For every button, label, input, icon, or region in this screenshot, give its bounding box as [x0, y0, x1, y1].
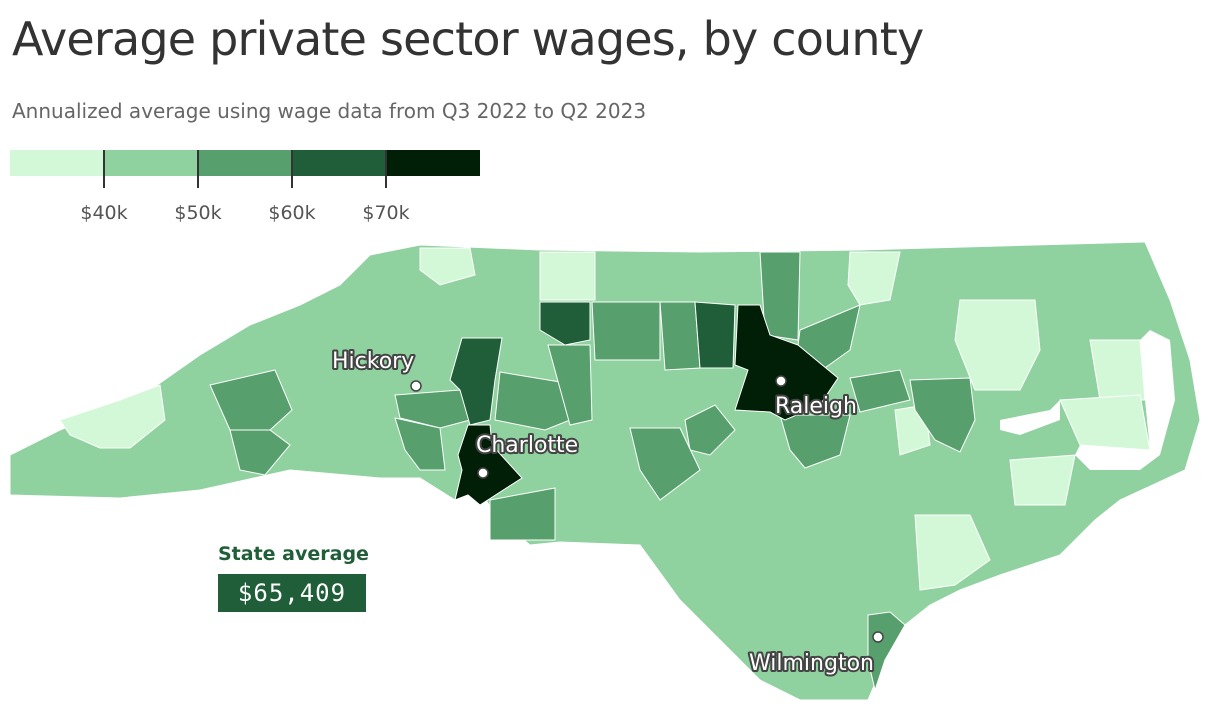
- legend-swatch-1: [10, 150, 104, 176]
- pamlico-sound: [1075, 330, 1175, 470]
- county-region: [694, 301, 736, 369]
- city-marker-raleigh: [775, 375, 787, 387]
- county-region: [734, 304, 839, 421]
- legend-tick-label: $70k: [362, 202, 410, 224]
- chart-subtitle: Annualized average using wage data from …: [12, 99, 647, 123]
- city-label-raleigh: Raleigh: [775, 394, 857, 419]
- county-region: [591, 301, 661, 361]
- county-region: [659, 301, 701, 371]
- county-region: [629, 427, 701, 501]
- county-region: [1009, 454, 1076, 506]
- county-region: [759, 251, 801, 341]
- albemarle-sound: [1000, 400, 1060, 435]
- legend-swatch-4: [292, 150, 386, 176]
- county-region: [547, 344, 593, 426]
- county-region: [539, 251, 596, 301]
- county-region: [454, 424, 523, 506]
- county-region: [539, 301, 591, 346]
- chart-title: Average private sector wages, by county: [12, 12, 924, 66]
- color-legend: $40k $50k $60k $70k: [10, 150, 480, 230]
- legend-tick-mark: [103, 150, 105, 188]
- legend-tick-label: $40k: [80, 202, 128, 224]
- county-region: [849, 369, 911, 413]
- legend-tick-label: $60k: [268, 202, 316, 224]
- legend-tick-mark: [291, 150, 293, 188]
- city-marker-wilmington: [872, 631, 884, 643]
- city-marker-hickory: [410, 380, 422, 392]
- county-region: [779, 414, 851, 469]
- county-region: [59, 384, 166, 449]
- county-region: [684, 404, 736, 456]
- legend-swatch-5: [386, 150, 480, 176]
- county-region: [449, 337, 503, 426]
- county-map: Hickory Charlotte Raleigh Wilmington: [9, 241, 1201, 701]
- city-label-wilmington: Wilmington: [749, 651, 874, 676]
- legend-tick-mark: [385, 150, 387, 188]
- state-average-label: State average: [218, 543, 369, 565]
- legend-tick-mark: [197, 150, 199, 188]
- city-label-hickory: Hickory: [332, 349, 414, 374]
- county-region: [954, 299, 1041, 391]
- county-region: [419, 247, 476, 286]
- city-label-charlotte: Charlotte: [476, 433, 578, 458]
- legend-swatch-2: [104, 150, 198, 176]
- county-region: [494, 371, 571, 431]
- county-region: [489, 487, 556, 541]
- county-region: [209, 369, 293, 431]
- county-region: [394, 389, 471, 429]
- county-region: [229, 429, 291, 476]
- legend-color-bar: [10, 150, 480, 176]
- legend-tick-label: $50k: [174, 202, 222, 224]
- county-region: [909, 377, 976, 453]
- county-region: [914, 514, 991, 591]
- county-region: [1089, 339, 1146, 401]
- state-average-value: $65,409: [218, 574, 366, 612]
- legend-swatch-3: [198, 150, 292, 176]
- county-region: [847, 251, 901, 306]
- city-marker-charlotte: [477, 467, 489, 479]
- county-region: [394, 417, 446, 471]
